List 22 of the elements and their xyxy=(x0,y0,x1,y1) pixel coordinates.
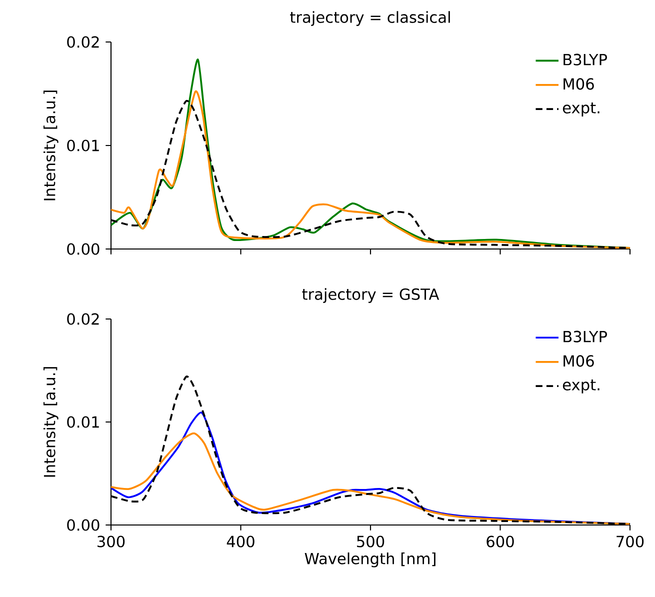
y-tick-label: 0.01 xyxy=(67,416,99,428)
x-axis-title: Wavelength [nm] xyxy=(304,552,436,568)
x-tick-label: 300 xyxy=(98,536,125,548)
legend-label: B3LYP xyxy=(564,330,607,342)
y-tick-label: 0.02 xyxy=(67,36,99,48)
y-axis-title: Intensity [a.u.] xyxy=(43,90,58,200)
legend-label: B3LYP xyxy=(564,54,607,66)
x-tick-label: 400 xyxy=(226,536,254,548)
chart-title: trajectory = GSTA xyxy=(302,288,440,303)
legend-label: expt. xyxy=(562,379,600,394)
y-axis-title: Intensity [a.u.] xyxy=(43,367,58,477)
legend-label: M06 xyxy=(564,78,594,90)
y-tick-label: 0.02 xyxy=(67,313,99,325)
x-tick-label: 700 xyxy=(616,536,644,548)
legend-label: M06 xyxy=(564,355,594,367)
y-tick-label: 0.00 xyxy=(67,519,100,531)
chart-title: trajectory = classical xyxy=(290,11,450,26)
x-tick-label: 500 xyxy=(357,536,384,548)
y-tick-label: 0.01 xyxy=(67,140,99,152)
y-tick-label: 0.00 xyxy=(67,243,100,255)
legend-label: expt. xyxy=(562,102,600,116)
x-tick-label: 600 xyxy=(486,536,514,548)
